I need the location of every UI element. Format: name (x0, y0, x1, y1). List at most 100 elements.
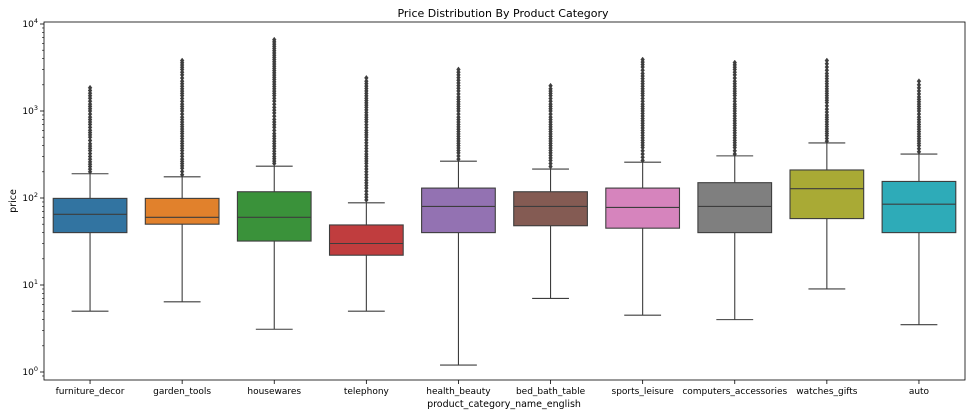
outlier-point (87, 111, 93, 118)
box-housewares (236, 36, 312, 330)
y-axis-label: price (8, 189, 19, 213)
outlier-point (824, 102, 830, 109)
outlier-point (179, 168, 185, 175)
box-furniture_decor (52, 84, 128, 312)
outlier-point (87, 84, 93, 91)
outlier-point (640, 157, 645, 164)
outlier-point (272, 127, 277, 134)
outlier-point (179, 111, 185, 118)
outlier-point (272, 113, 277, 120)
outlier-point (456, 114, 461, 121)
outlier-point (272, 36, 277, 43)
outlier-point (916, 91, 922, 97)
outlier-point (87, 140, 93, 147)
outlier-point (824, 64, 830, 70)
outlier-point (732, 78, 737, 85)
box-sports_leisure (605, 56, 681, 316)
box-computers_accessories (697, 59, 773, 321)
iqr-box (52, 197, 128, 234)
outlier-point (87, 137, 93, 144)
y-tick-label: 104 (22, 17, 38, 30)
iqr-box (881, 180, 957, 234)
outlier-point (179, 57, 185, 64)
outlier-point (87, 114, 93, 121)
outlier-point (640, 154, 645, 161)
outlier-point (732, 151, 737, 157)
outlier-point (640, 151, 645, 157)
box-telephony (328, 74, 404, 312)
y-axis: 100 101 102 103 104 (22, 17, 44, 378)
x-tick-label: health_beauty (426, 387, 491, 397)
x-axis-label: product_category_name_english (427, 399, 581, 410)
outlier-point (824, 67, 830, 74)
outlier-point (916, 145, 922, 152)
x-tick-label: garden_tools (153, 387, 211, 397)
outlier-point (824, 57, 830, 64)
x-tick-label: sports_leisure (612, 387, 675, 397)
y-tick-label: 103 (22, 104, 38, 117)
outlier-point (272, 116, 277, 123)
x-tick-label: auto (909, 387, 930, 397)
iqr-box (605, 187, 681, 229)
outlier-point (548, 114, 553, 121)
iqr-box (697, 182, 773, 234)
box-garden_tools (144, 57, 220, 303)
outlier-point (179, 78, 185, 85)
outlier-point (732, 59, 737, 66)
box-watches_gifts (789, 57, 865, 290)
outlier-point (548, 85, 553, 92)
outlier-point (456, 94, 461, 100)
outlier-point (824, 60, 830, 67)
y-tick-label: 100 (22, 365, 38, 378)
outlier-point (179, 171, 185, 178)
outlier-point (824, 70, 830, 77)
outlier-point (272, 130, 277, 137)
outlier-point (824, 106, 830, 113)
box-health_beauty (421, 66, 496, 366)
iqr-box (421, 187, 496, 234)
iqr-box (144, 197, 220, 225)
outlier-point (364, 188, 369, 195)
box-bed_bath_table (513, 82, 588, 300)
outlier-point (916, 114, 922, 121)
outlier-point (179, 75, 185, 81)
outlier-point (640, 67, 645, 74)
x-tick-label: housewares (247, 387, 301, 397)
iqr-box (328, 224, 404, 256)
outlier-point (916, 111, 922, 118)
outlier-point (916, 78, 922, 85)
x-tick-label: bed_bath_table (516, 387, 586, 397)
outlier-point (916, 84, 922, 91)
outlier-point (548, 82, 553, 89)
outlier-point (456, 156, 461, 163)
outlier-point (456, 91, 461, 97)
outlier-point (456, 111, 461, 118)
iqr-box (513, 191, 588, 227)
plot-area (52, 36, 957, 366)
outlier-point (548, 160, 553, 167)
outlier-point (640, 147, 645, 154)
box-auto (881, 78, 957, 326)
outlier-point (179, 114, 185, 121)
outlier-point (364, 191, 369, 198)
outlier-point (916, 88, 922, 94)
y-tick-label: 102 (22, 191, 38, 204)
chart-title: Price Distribution By Product Category (397, 7, 609, 20)
outlier-point (272, 104, 277, 111)
outlier-point (916, 148, 922, 155)
outlier-point (456, 66, 461, 73)
outlier-point (456, 153, 461, 159)
outlier-point (916, 94, 922, 100)
x-tick-label: computers_accessories (682, 387, 787, 397)
outlier-point (548, 163, 553, 170)
iqr-box (789, 169, 865, 220)
outlier-point (640, 70, 645, 77)
x-tick-label: furniture_decor (56, 387, 125, 397)
outlier-point (916, 81, 922, 88)
outlier-point (364, 74, 369, 81)
x-tick-label: watches_gifts (796, 387, 858, 397)
iqr-box (236, 191, 312, 242)
outlier-point (548, 111, 553, 118)
